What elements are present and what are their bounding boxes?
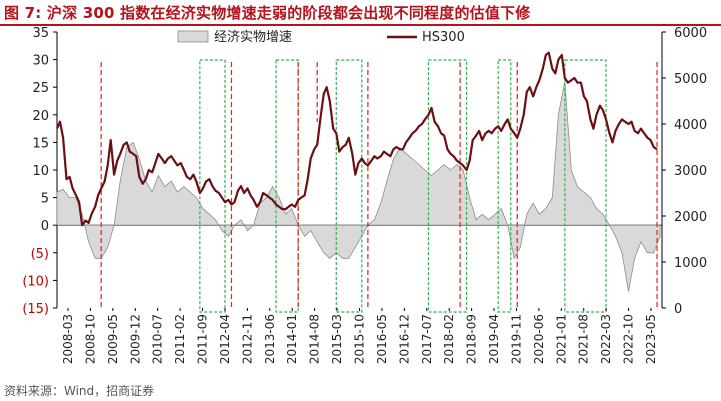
- x-tick-label: 2014-01: [285, 314, 299, 364]
- right-tick-label: 2000: [674, 210, 707, 225]
- x-tick-label: 2009-12: [128, 314, 142, 364]
- green-box-0: [199, 59, 226, 313]
- legend-label-area: 经济实物增速: [214, 30, 292, 45]
- left-tick-label: 15: [32, 136, 49, 151]
- area-economic-growth: [56, 81, 661, 292]
- source-note: 资料来源：Wind，招商证券: [4, 384, 155, 398]
- x-axis: 2008-03 2008-10 2009-05 2009-12 2010-07 2011-…: [61, 308, 658, 364]
- line-hs300: [55, 51, 658, 227]
- right-tick-label: 6000: [674, 26, 707, 41]
- x-tick-label: 2012-04: [218, 314, 232, 364]
- x-tick-label: 2022-03: [599, 314, 613, 364]
- left-tick-label: 25: [32, 81, 49, 96]
- left-y-axis: 35 30 25 20 15 10 5 0 (5) (10) (15): [22, 26, 57, 317]
- x-tick-label: 2018-09: [465, 314, 479, 364]
- x-tick-label: 2018-02: [442, 314, 456, 364]
- x-tick-label: 2015-10: [353, 314, 367, 364]
- left-tick-label: (5): [31, 247, 49, 262]
- x-tick-label: 2011-09: [196, 314, 210, 364]
- x-tick-label: 2012-11: [240, 314, 254, 364]
- green-box-2: [335, 59, 363, 313]
- left-tick-label: 10: [32, 164, 49, 179]
- x-tick-label: 2017-07: [420, 314, 434, 364]
- annotation-layer: [100, 59, 658, 313]
- x-tick-label: 2008-03: [61, 314, 75, 364]
- legend-swatch-area: [177, 30, 209, 43]
- x-tick-label: 2016-05: [375, 314, 389, 364]
- x-tick-label: 2019-11: [509, 314, 523, 364]
- right-y-axis: 6000 5000 4000 3000 2000 1000 0: [662, 26, 707, 317]
- x-tick-label: 2011-02: [173, 314, 187, 364]
- x-tick-label: 2015-03: [330, 314, 344, 364]
- legend: 经济实物增速 HS300: [177, 30, 465, 45]
- right-tick-label: 5000: [674, 72, 707, 87]
- x-tick-label: 2010-07: [151, 314, 165, 364]
- x-tick-label: 2020-06: [532, 314, 546, 364]
- left-tick-label: 5: [41, 192, 49, 207]
- left-tick-label: 35: [32, 26, 49, 41]
- x-tick-label: 2019-04: [487, 314, 501, 364]
- chart-title: 图 7: 沪深 300 指数在经济实物增速走弱的阶段都会出现不同程度的估值下修: [4, 4, 531, 22]
- area-series-layer: [56, 81, 661, 292]
- green-box-5: [564, 59, 607, 313]
- x-tick-label: 2009-05: [106, 314, 120, 364]
- x-tick-label: 2016-12: [397, 314, 411, 364]
- left-tick-label: 30: [32, 54, 49, 69]
- x-tick-label: 2021-08: [577, 314, 591, 364]
- green-box-1: [275, 59, 299, 313]
- right-tick-label: 1000: [674, 256, 707, 271]
- right-tick-label: 4000: [674, 118, 707, 133]
- x-tick-label: 2022-10: [622, 314, 636, 364]
- left-tick-label: (15): [22, 302, 49, 317]
- legend-label-line: HS300: [422, 30, 465, 45]
- x-tick-label: 2014-08: [308, 314, 322, 364]
- left-tick-label: 0: [41, 219, 49, 234]
- x-tick-label: 2023-05: [644, 314, 658, 364]
- line-series-layer: [55, 51, 658, 227]
- x-tick-label: 2008-10: [83, 314, 97, 364]
- right-tick-label: 0: [674, 302, 682, 317]
- x-tick-label: 2013-06: [263, 314, 277, 364]
- x-tick-label: 2021-01: [554, 314, 568, 364]
- green-box-4: [497, 59, 512, 313]
- right-tick-label: 3000: [674, 164, 707, 179]
- left-tick-label: (10): [22, 274, 49, 289]
- left-tick-label: 20: [32, 109, 49, 124]
- title-rule: [0, 24, 721, 26]
